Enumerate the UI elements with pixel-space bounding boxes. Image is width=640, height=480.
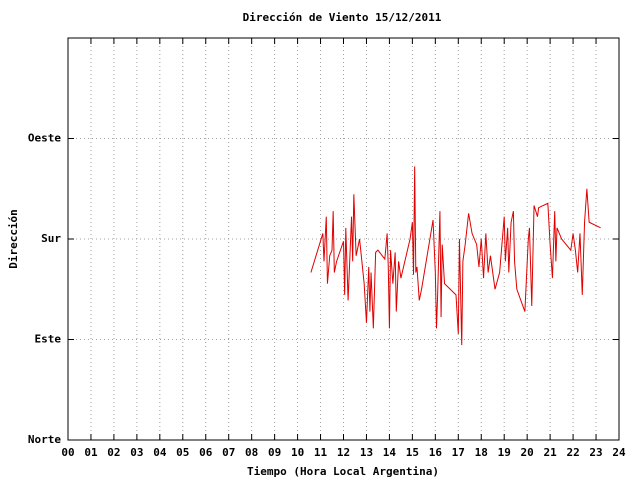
y-tick-label: Norte [28, 433, 61, 446]
data-line [310, 166, 601, 346]
chart-title: Dirección de Viento 15/12/2011 [243, 11, 442, 24]
x-tick-label: 18 [475, 446, 488, 459]
x-tick-label: 24 [612, 446, 626, 459]
x-tick-label: 07 [222, 446, 235, 459]
x-tick-label: 19 [498, 446, 511, 459]
x-tick-label: 21 [544, 446, 558, 459]
y-axis-label: Dirección [7, 209, 20, 269]
x-tick-label: 09 [268, 446, 281, 459]
y-tick-label: Este [35, 333, 62, 346]
x-tick-label: 05 [176, 446, 189, 459]
x-tick-label: 02 [107, 446, 120, 459]
x-tick-label: 14 [383, 446, 397, 459]
x-tick-label: 08 [245, 446, 258, 459]
x-tick-label: 23 [589, 446, 602, 459]
plot-border [67, 37, 620, 441]
x-tick-label: 22 [566, 446, 579, 459]
x-tick-label: 12 [337, 446, 350, 459]
x-tick-label: 17 [452, 446, 465, 459]
x-tick-label: 00 [61, 446, 74, 459]
x-tick-label: 03 [130, 446, 143, 459]
x-tick-label: 13 [360, 446, 373, 459]
x-tick-label: 01 [84, 446, 98, 459]
y-tick-label: Sur [41, 232, 61, 245]
x-tick-label: 11 [314, 446, 328, 459]
x-tick-label: 06 [199, 446, 213, 459]
x-tick-label: 10 [291, 446, 304, 459]
x-tick-label: 20 [521, 446, 534, 459]
y-tick-label: Oeste [28, 132, 61, 145]
x-tick-label: 16 [429, 446, 443, 459]
x-tick-label: 15 [406, 446, 419, 459]
x-axis-label: Tiempo (Hora Local Argentina) [247, 465, 439, 478]
x-tick-label: 04 [153, 446, 167, 459]
